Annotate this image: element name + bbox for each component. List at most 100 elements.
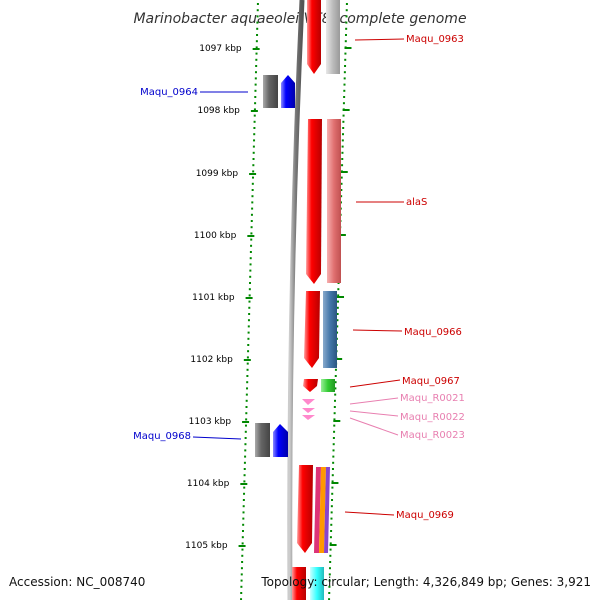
gene-labels: Maqu_0963 Maqu_0964 alaS Maqu_0966 Maqu_… (133, 34, 465, 521)
ruler-dot (247, 331, 250, 334)
ruler-dot (245, 418, 248, 421)
gene-maqu0968-arrow[interactable] (273, 424, 288, 457)
ruler-dot (342, 127, 345, 129)
ruler-dot (256, 15, 259, 18)
ruler-major-tick (242, 421, 250, 423)
ruler-dot (342, 102, 345, 105)
gene-maqu0968-gray-block[interactable] (255, 423, 270, 457)
label-maqu0967[interactable]: Maqu_0967 (402, 376, 460, 387)
gene-maqu0964-gray-block[interactable] (263, 75, 278, 108)
features (255, 0, 341, 600)
ruler-dot (253, 139, 256, 142)
label-maqu0963[interactable]: Maqu_0963 (406, 34, 464, 45)
ruler-dot (334, 375, 337, 377)
gene-alaS-arrow[interactable] (306, 119, 322, 284)
gene-next-red-arrow[interactable] (292, 567, 306, 600)
ruler-dot (252, 145, 255, 148)
ruler-major-tick (247, 235, 255, 237)
ruler-dot (334, 387, 337, 390)
ruler-major-tick (238, 545, 246, 547)
ruler-dot (345, 27, 348, 30)
label-alaS[interactable]: alaS (406, 197, 427, 208)
ruler-dot (331, 480, 334, 483)
label-maqu0966[interactable]: Maqu_0966 (404, 327, 462, 338)
ruler-dot (245, 406, 248, 408)
ruler-dot (336, 300, 339, 303)
ruler-dot (340, 189, 343, 191)
gene-maqu0969-band-magenta[interactable] (314, 467, 321, 553)
ruler-dot (253, 133, 256, 136)
ruler-dot (251, 176, 254, 179)
gene-alaS-band[interactable] (327, 119, 341, 283)
ruler-dot (330, 523, 333, 526)
gene-next-cyan-band[interactable] (310, 567, 324, 600)
label-maqu-r0021[interactable]: Maqu_R0021 (400, 393, 465, 404)
ruler-dot (336, 325, 339, 328)
ruler-label: 1104 kbp (187, 479, 230, 489)
gene-maqu0966-band[interactable] (323, 291, 337, 368)
ruler-dot (328, 598, 331, 600)
trna-maqu-r0021[interactable] (302, 399, 315, 405)
gene-maqu0969-band-orange[interactable] (319, 467, 326, 553)
gene-maqu0967-arrow[interactable] (303, 379, 318, 392)
ruler-dot (249, 251, 252, 253)
ruler-dot (345, 21, 348, 24)
ruler-dot (243, 468, 246, 470)
gene-maqu0963-band[interactable] (326, 0, 340, 74)
ruler-dot (246, 362, 249, 365)
ruler-minor-tick (337, 296, 345, 298)
ruler-minor-tick (329, 544, 337, 546)
gene-maqu0964-arrow[interactable] (281, 75, 295, 108)
ruler-dot (241, 548, 244, 551)
ruler-label: 1098 kbp (197, 106, 240, 116)
label-maqu-r0023[interactable]: Maqu_R0023 (400, 430, 465, 441)
ruler-dot (334, 393, 337, 396)
ruler-dot (249, 282, 252, 284)
ruler-dot (251, 207, 254, 210)
ruler-major-tick (252, 48, 260, 50)
ruler-dot (342, 114, 345, 117)
leader-maqu0967 (349, 379, 401, 388)
ruler-dot (240, 585, 243, 588)
ruler-dot (336, 319, 339, 322)
ruler-dot (331, 468, 334, 470)
ruler-major-tick (249, 173, 257, 175)
ruler-dot (341, 145, 344, 148)
gene-maqu0966-arrow[interactable] (304, 291, 320, 368)
ruler-dot (333, 430, 336, 433)
ruler-dot (249, 257, 252, 260)
ruler-dot (328, 579, 331, 582)
ruler-dot (252, 158, 255, 160)
trna-maqu-r0022[interactable] (302, 408, 315, 413)
gene-maqu0967-band[interactable] (321, 379, 335, 392)
ruler-label: 1105 kbp (185, 541, 228, 551)
ruler-dot (343, 71, 346, 74)
ruler-label: 1097 kbp (199, 44, 242, 54)
label-maqu0964[interactable]: Maqu_0964 (140, 87, 198, 98)
ruler-dot (342, 120, 345, 123)
ruler-dot (333, 412, 336, 415)
ruler-dot (253, 120, 256, 123)
gene-maqu0963-arrow[interactable] (307, 0, 321, 74)
gene-maqu0969-band-purple[interactable] (324, 467, 330, 553)
ruler-dot (247, 344, 250, 346)
ruler-dot (248, 294, 251, 297)
ruler-major-tick (240, 483, 248, 485)
ruler-dot (256, 9, 259, 12)
ruler-dot (243, 474, 246, 477)
ruler-dot (244, 437, 247, 439)
ruler-dot (247, 319, 250, 322)
ruler-dot (242, 505, 245, 508)
ruler-dot (256, 3, 259, 5)
ruler-dot (255, 40, 258, 43)
ruler-dot (328, 567, 331, 570)
label-maqu0969[interactable]: Maqu_0969 (396, 510, 454, 521)
ruler-dot (341, 151, 344, 154)
ruler-dot (336, 313, 339, 315)
gene-maqu0969-arrow[interactable] (297, 465, 313, 553)
ruler-dot (251, 201, 254, 204)
ruler-dot (332, 455, 335, 458)
label-maqu-r0022[interactable]: Maqu_R0022 (400, 412, 465, 423)
trna-maqu-r0023[interactable] (302, 415, 315, 420)
label-maqu0968[interactable]: Maqu_0968 (133, 431, 191, 442)
